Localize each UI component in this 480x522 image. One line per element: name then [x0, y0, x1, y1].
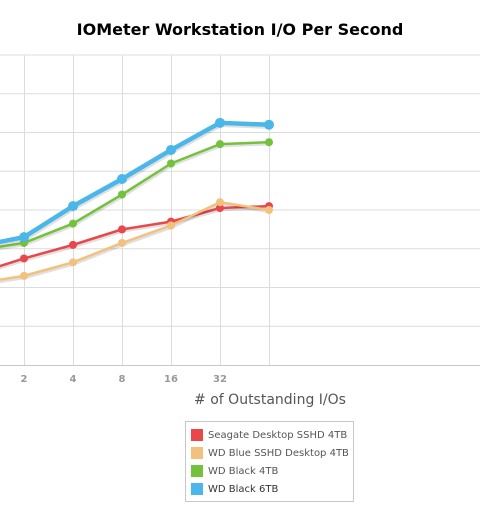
- legend-item: WD Black 6TB: [186, 480, 353, 498]
- legend-swatch: [191, 483, 203, 495]
- data-point: [20, 254, 28, 263]
- data-point: [118, 238, 126, 247]
- series-line: [0, 201, 270, 281]
- x-tick-label: 8: [119, 374, 126, 385]
- data-point: [19, 232, 29, 243]
- data-point: [117, 174, 127, 184]
- data-point: [20, 271, 28, 280]
- data-point: [265, 206, 273, 214]
- data-point: [118, 225, 126, 234]
- data-point: [118, 190, 126, 199]
- legend-item: WD Black 4TB: [186, 462, 353, 480]
- data-point: [68, 201, 78, 212]
- legend-item: Seagate Desktop SSHD 4TB: [186, 426, 353, 444]
- legend-swatch: [191, 447, 203, 459]
- series-0: [0, 202, 273, 270]
- x-axis-label: # of Outstanding I/Os: [194, 392, 346, 408]
- series-1: [0, 198, 273, 284]
- data-point: [216, 204, 224, 213]
- data-point: [216, 198, 224, 207]
- data-point: [216, 140, 224, 149]
- data-point: [166, 144, 176, 155]
- data-point: [69, 258, 77, 267]
- data-point: [69, 240, 77, 249]
- series-line-shadow: [0, 203, 271, 284]
- data-point: [167, 159, 175, 168]
- legend-label: WD Black 6TB: [208, 483, 279, 495]
- x-tick-label: 32: [213, 374, 227, 385]
- x-tick-label: 4: [70, 374, 77, 385]
- x-tick-label: 2: [21, 374, 28, 385]
- chart-title: IOMeter Workstation I/O Per Second: [76, 20, 404, 39]
- data-point: [265, 138, 273, 147]
- legend-label: Seagate Desktop SSHD 4TB: [208, 429, 348, 441]
- series-line: [0, 140, 270, 248]
- data-point: [167, 221, 175, 230]
- legend: Seagate Desktop SSHD 4TB WD Blue SSHD Des…: [185, 421, 354, 502]
- data-point: [264, 119, 274, 130]
- legend-label: WD Blue SSHD Desktop 4TB: [208, 447, 349, 459]
- series-2: [0, 138, 273, 251]
- legend-swatch: [191, 465, 203, 477]
- legend-label: WD Black 4TB: [208, 465, 279, 477]
- legend-item: WD Blue SSHD Desktop 4TB: [186, 444, 353, 462]
- series-3: [0, 117, 274, 247]
- series-line-shadow: [0, 206, 271, 270]
- data-point: [215, 117, 225, 128]
- legend-swatch: [191, 429, 203, 441]
- data-point: [69, 219, 77, 228]
- x-tick-label: 16: [164, 374, 178, 385]
